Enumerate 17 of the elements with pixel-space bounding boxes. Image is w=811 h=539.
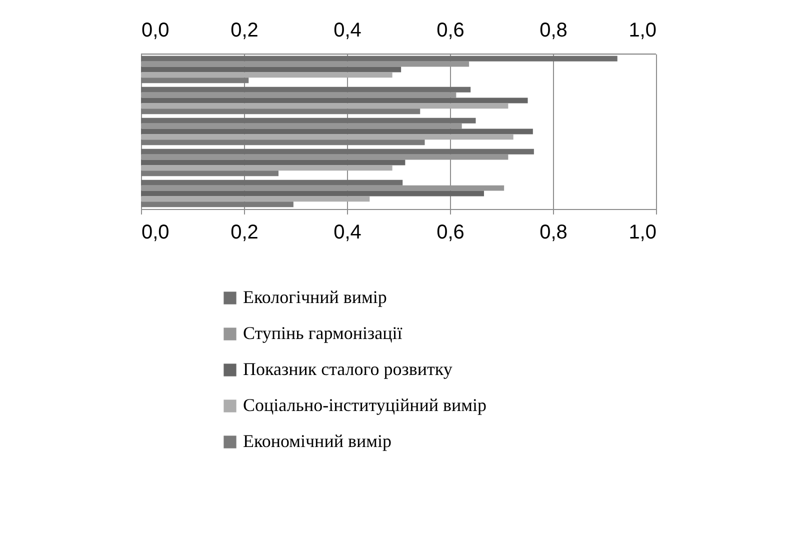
x-tick-label: 0,8: [540, 222, 568, 244]
x-tick-label: 0,0: [142, 222, 170, 244]
x-tick-label: 1,0: [628, 222, 656, 244]
x2-tick-label: 0,8: [540, 20, 568, 42]
x-tick-label: 0,4: [334, 222, 362, 244]
x-tick-label: 0,2: [230, 222, 258, 244]
legend-label: Економічний вимір: [243, 431, 392, 451]
x2-tick-label: 0,2: [230, 20, 258, 42]
legend-label: Соціально-інституційний вимір: [243, 395, 487, 415]
x2-tick-label: 0,6: [436, 20, 464, 42]
legend-label: Екологічний вимір: [243, 287, 387, 307]
x-tick-label: 0,6: [436, 222, 464, 244]
x2-tick-label: 1,0: [628, 20, 656, 42]
x2-tick-label: 0,4: [334, 20, 362, 42]
legend-label: Показник сталого розвитку: [243, 359, 452, 379]
x2-tick-label: 0,0: [142, 20, 170, 42]
legend-label: Ступінь гармонізації: [243, 323, 402, 343]
